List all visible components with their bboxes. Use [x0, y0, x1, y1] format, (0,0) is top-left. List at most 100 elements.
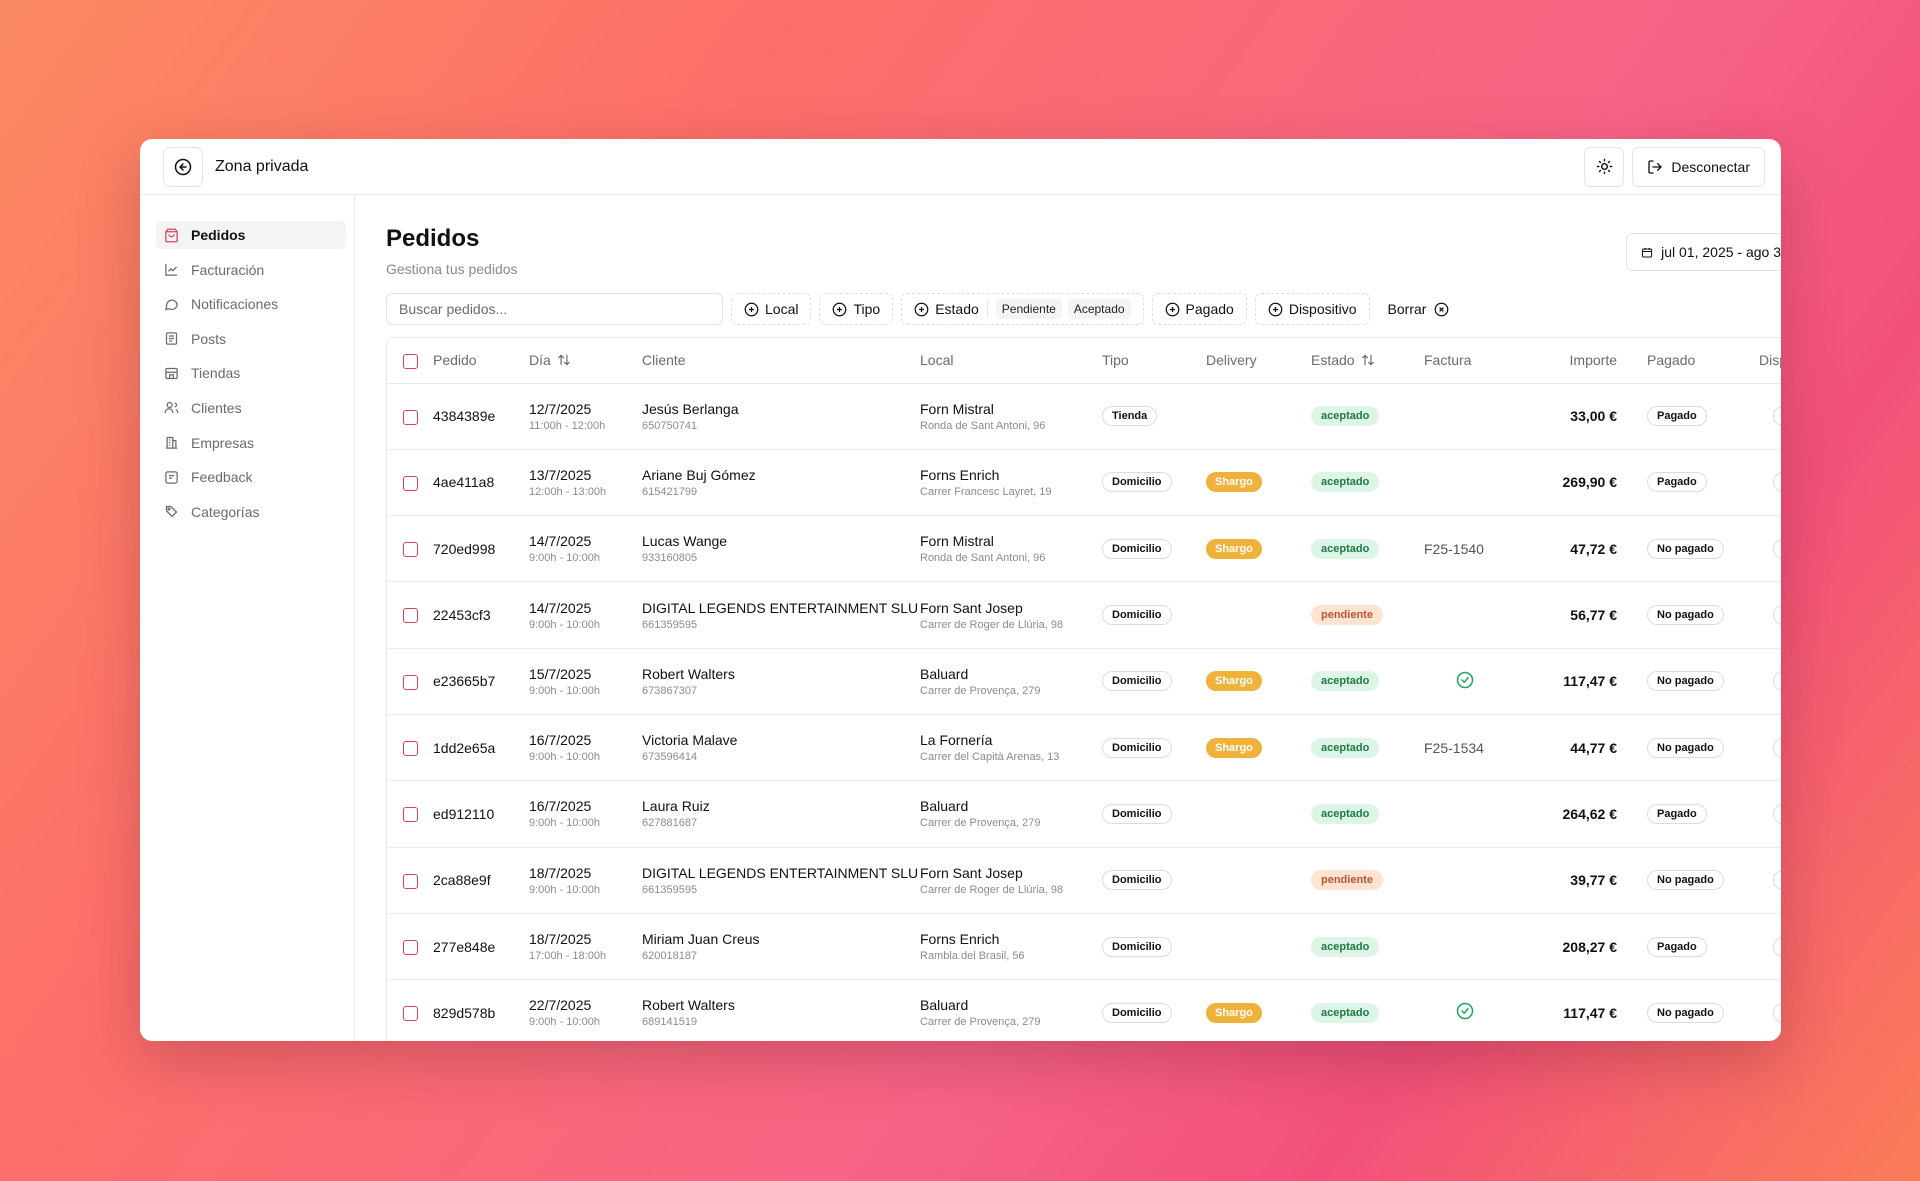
order-date: 15/7/2025 [529, 665, 592, 682]
order-day-cell: 18/7/2025 9:00h - 10:00h [529, 847, 642, 914]
table-row[interactable]: 829d578b 22/7/2025 9:00h - 10:00h Robert Wa… [387, 979, 1781, 1041]
col-estado[interactable]: Estado [1311, 338, 1424, 384]
col-dispositivo: Dispositivo [1759, 338, 1781, 384]
client-phone: 620018187 [642, 950, 698, 963]
table-row[interactable]: 277e848e 18/7/2025 17:00h - 18:00h Miriam J… [387, 913, 1781, 981]
row-checkbox[interactable] [403, 741, 418, 757]
filter-pagado[interactable]: Pagado [1151, 293, 1247, 325]
order-amount: 56,77 € [1520, 581, 1647, 649]
invoice-number[interactable]: F25-1540 [1424, 540, 1484, 557]
logout-button[interactable]: Desconectar [1632, 146, 1765, 187]
filter-estado[interactable]: Estado Pendiente Aceptado [901, 293, 1144, 325]
order-id[interactable]: 1dd2e65a [433, 714, 529, 782]
order-id[interactable]: ed912110 [433, 780, 529, 848]
delivery-cell [1206, 913, 1311, 981]
sidebar-item-feedback[interactable]: Feedback [156, 463, 346, 491]
status-badge: aceptado [1311, 538, 1380, 559]
table-row[interactable]: 720ed998 14/7/2025 9:00h - 10:00h Lucas Wan… [387, 515, 1781, 583]
back-button[interactable] [163, 146, 203, 187]
col-delivery: Delivery [1206, 338, 1311, 384]
invoice-number[interactable]: F25-1534 [1424, 739, 1484, 756]
sidebar-item-posts[interactable]: Posts [156, 325, 346, 353]
clear-filters-button[interactable]: Borrar [1378, 293, 1460, 325]
client-cell: Ariane Buj Gómez 615421799 [642, 449, 920, 517]
order-day-cell: 14/7/2025 9:00h - 10:00h [529, 515, 642, 583]
table-row[interactable]: 4384389e 12/7/2025 11:00h - 12:00h Jesús Be… [387, 383, 1781, 450]
date-range-label: jul 01, 2025 - ago 3 [1661, 244, 1781, 260]
order-id[interactable]: 22453cf3 [433, 581, 529, 649]
local-cell: Baluard Carrer de Provença, 279 [920, 648, 1102, 715]
sidebar-item-tiendas[interactable]: Tiendas [156, 359, 346, 387]
order-date: 13/7/2025 [529, 466, 592, 483]
row-checkbox[interactable] [403, 674, 418, 690]
client-phone: 933160805 [642, 552, 698, 565]
payment-badge: Pagado [1647, 472, 1707, 493]
table-row[interactable]: ed912110 16/7/2025 9:00h - 10:00h Laura Rui… [387, 780, 1781, 848]
pagado-cell: No pagado [1647, 648, 1759, 715]
sidebar-item-facturacion[interactable]: Facturación [156, 256, 346, 284]
sidebar-item-label: Pedidos [191, 227, 246, 243]
client-name: Laura Ruiz [642, 798, 710, 815]
row-checkbox[interactable] [403, 873, 418, 889]
sidebar-item-categorias[interactable]: Categorías [156, 498, 346, 526]
row-checkbox[interactable] [403, 807, 418, 823]
row-checkbox[interactable] [403, 1006, 418, 1022]
payment-badge: Pagado [1647, 406, 1707, 427]
select-all-checkbox[interactable] [403, 353, 418, 369]
order-id[interactable]: 4ae411a8 [433, 449, 529, 517]
row-checkbox[interactable] [403, 542, 418, 558]
factura-cell: F25-1534 [1424, 714, 1520, 782]
client-phone: 661359595 [642, 618, 698, 631]
order-id[interactable]: e23665b7 [433, 648, 529, 715]
chart-icon [165, 263, 178, 276]
logout-icon [1648, 159, 1663, 174]
local-cell: Baluard Carrer de Provença, 279 [920, 780, 1102, 848]
tipo-cell: Domicilio [1102, 847, 1206, 914]
row-checkbox[interactable] [403, 409, 418, 425]
pagado-cell: No pagado [1647, 847, 1759, 914]
order-id[interactable]: 720ed998 [433, 515, 529, 583]
device-cell: Web [1759, 383, 1781, 450]
sidebar-item-pedidos[interactable]: Pedidos [156, 221, 346, 249]
row-checkbox[interactable] [403, 939, 418, 955]
client-phone: 673596414 [642, 751, 698, 764]
payment-badge: Pagado [1647, 803, 1707, 824]
device-badge: Web [1773, 538, 1781, 559]
table-row[interactable]: 1dd2e65a 16/7/2025 9:00h - 10:00h Victoria … [387, 714, 1781, 782]
filter-dispositivo[interactable]: Dispositivo [1254, 293, 1370, 325]
tipo-badge: Domicilio [1102, 870, 1172, 891]
table-row[interactable]: 2ca88e9f 18/7/2025 9:00h - 10:00h DIGITAL L… [387, 847, 1781, 914]
order-id[interactable]: 4384389e [433, 383, 529, 450]
order-amount: 33,00 € [1520, 383, 1647, 450]
date-range-picker[interactable]: jul 01, 2025 - ago 3 [1626, 233, 1781, 271]
sidebar-item-empresas[interactable]: Empresas [156, 429, 346, 457]
row-checkbox[interactable] [403, 608, 418, 624]
device-badge: Web [1773, 472, 1781, 493]
delivery-badge: Shargo [1206, 472, 1262, 493]
sidebar-item-label: Empresas [191, 434, 255, 451]
order-id[interactable]: 277e848e [433, 913, 529, 981]
local-address: Carrer Francesc Layret, 19 [920, 485, 1052, 498]
store-icon [165, 367, 178, 379]
filter-tipo[interactable]: Tipo [819, 293, 894, 325]
filter-local[interactable]: Local [731, 293, 812, 325]
client-name: Lucas Wange [642, 533, 728, 550]
table-row[interactable]: 22453cf3 14/7/2025 9:00h - 10:00h DIGITAL L… [387, 581, 1781, 649]
x-circle-icon [1435, 302, 1449, 316]
status-badge: aceptado [1311, 737, 1380, 758]
col-local: Local [920, 338, 1102, 384]
sidebar-item-clientes[interactable]: Clientes [156, 394, 346, 422]
order-id[interactable]: 829d578b [433, 979, 529, 1041]
table-row[interactable]: 4ae411a8 13/7/2025 12:00h - 13:00h Ariane B… [387, 449, 1781, 517]
row-checkbox[interactable] [403, 475, 418, 491]
local-address: Carrer de Roger de Llúria, 98 [920, 883, 1064, 896]
col-dia[interactable]: Día [529, 338, 642, 384]
row-select-cell [387, 979, 433, 1041]
theme-toggle-button[interactable] [1584, 146, 1625, 187]
search-input[interactable] [386, 293, 723, 325]
order-id[interactable]: 2ca88e9f [433, 847, 529, 914]
table-row[interactable]: e23665b7 15/7/2025 9:00h - 10:00h Robert Wa… [387, 648, 1781, 715]
sidebar-item-notificaciones[interactable]: Notificaciones [156, 290, 346, 318]
tag-icon [165, 506, 178, 518]
client-cell: Miriam Juan Creus 620018187 [642, 913, 920, 981]
